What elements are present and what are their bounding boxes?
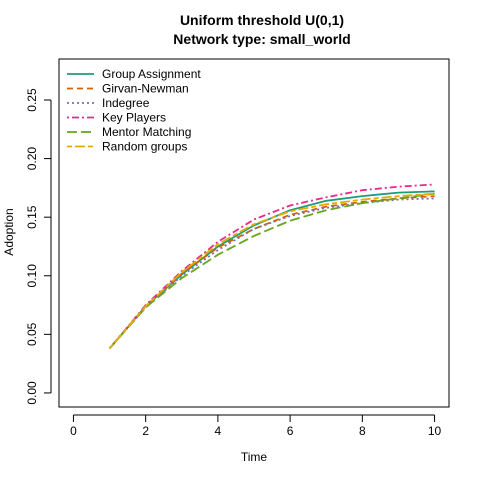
- series-line-2: [108, 197, 435, 349]
- y-tick-label: 0.25: [25, 88, 39, 112]
- legend: Group AssignmentGirvan-NewmanIndegreeKey…: [67, 67, 201, 154]
- y-tick-label: 0.15: [25, 205, 39, 229]
- legend-label-1: Girvan-Newman: [102, 82, 189, 96]
- x-tick-label: 6: [287, 424, 294, 438]
- x-tick-label: 4: [215, 424, 222, 438]
- plot-frame: [58, 58, 450, 408]
- x-tick-label: 2: [142, 424, 149, 438]
- y-tick-label: 0.05: [25, 322, 39, 346]
- x-tick-label: 10: [428, 424, 442, 438]
- legend-label-2: Indegree: [102, 96, 150, 110]
- legend-label-4: Mentor Matching: [102, 125, 191, 139]
- legend-label-0: Group Assignment: [102, 67, 201, 81]
- series-line-0: [108, 190, 435, 349]
- series-line-4: [108, 192, 435, 349]
- chart-subtitle: Network type: small_world: [173, 31, 350, 47]
- chart-title: Uniform threshold U(0,1): [180, 12, 344, 28]
- x-tick-label: 0: [70, 424, 77, 438]
- legend-label-3: Key Players: [102, 111, 166, 125]
- x-tick-label: 8: [359, 424, 366, 438]
- legend-label-5: Random groups: [102, 140, 187, 154]
- y-tick-label: 0.00: [25, 381, 39, 405]
- series-line-1: [108, 195, 435, 349]
- y-axis-label: Adoption: [2, 208, 16, 255]
- y-tick-label: 0.20: [25, 147, 39, 171]
- series-lines: [108, 183, 435, 349]
- axes: 0 2 4 6 8 10 0.00 0.05 0.10 0.15 0.20 0.25: [25, 88, 442, 438]
- series-line-5: [108, 192, 435, 349]
- y-tick-label: 0.10: [25, 264, 39, 288]
- x-axis-label: Time: [241, 450, 268, 464]
- series-line-3: [108, 183, 435, 349]
